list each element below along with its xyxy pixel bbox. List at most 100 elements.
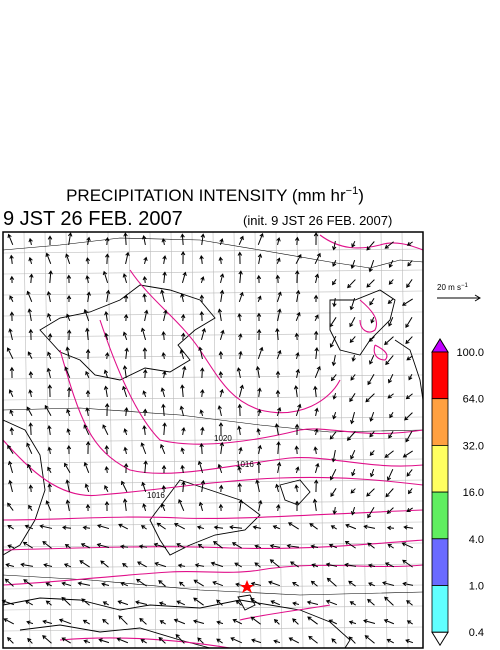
- wind-arrow: [7, 524, 14, 530]
- wind-arrow: [102, 601, 109, 606]
- wind-arrow: [200, 426, 205, 436]
- wind-arrow: [350, 411, 355, 425]
- wind-arrow: [387, 393, 394, 399]
- wind-arrow: [237, 425, 242, 436]
- wind-arrow: [275, 504, 281, 512]
- wind-arrow: [47, 235, 53, 246]
- wind-arrow: [66, 408, 71, 417]
- wind-arrow: [42, 541, 52, 549]
- wind-arrow: [122, 385, 128, 398]
- wind-arrow: [173, 618, 186, 625]
- wind-arrow: [368, 336, 375, 342]
- wind-arrow: [258, 499, 263, 512]
- wind-arrow: [230, 637, 243, 644]
- wind-arrow: [161, 351, 166, 360]
- wind-arrow: [47, 466, 52, 473]
- wind-arrow: [194, 563, 205, 568]
- wind-arrow: [256, 312, 262, 322]
- wind-arrow: [295, 351, 300, 360]
- wind-arrow: [210, 561, 224, 568]
- wind-arrow: [311, 563, 319, 568]
- wind-arrow: [288, 637, 300, 644]
- wind-arrow: [257, 346, 264, 360]
- wind-arrow: [368, 259, 375, 273]
- wind-arrow: [45, 252, 52, 265]
- wind-arrow: [387, 373, 394, 384]
- wind-arrow: [176, 543, 185, 549]
- wind-arrow: [308, 635, 318, 644]
- wind-arrow: [314, 462, 320, 474]
- wind-arrow: [140, 639, 147, 644]
- wind-arrow: [406, 241, 413, 246]
- wind-arrow: [77, 581, 91, 586]
- wind-arrow: [47, 333, 53, 341]
- wind-arrow: [61, 525, 72, 530]
- wind-arrow: [47, 384, 53, 398]
- wind-arrow: [160, 443, 166, 455]
- wind-arrow: [28, 328, 34, 341]
- wind-arrow: [219, 441, 225, 455]
- map-area: 1020 1016 1016: [1, 231, 424, 649]
- colorbar-label: 100.0: [456, 347, 484, 359]
- wind-arrow: [212, 580, 224, 587]
- wind-arrow: [66, 428, 71, 436]
- wind-arrow: [85, 370, 90, 379]
- wind-arrow: [367, 563, 376, 568]
- wind-arrow: [386, 468, 394, 481]
- wind-arrow: [200, 479, 206, 493]
- wind-arrow: [47, 424, 52, 436]
- wind-arrow: [122, 365, 128, 379]
- wind-arrow: [276, 237, 281, 246]
- grid-line: [296, 231, 304, 649]
- wind-arrow: [65, 499, 71, 512]
- wind-arrow: [331, 354, 337, 367]
- isobar-label: 1016: [147, 491, 165, 500]
- wind-arrow: [142, 347, 148, 360]
- wind-arrow: [406, 507, 413, 512]
- wind-arrow: [26, 290, 33, 303]
- wind-arrow: [141, 481, 147, 493]
- wind-arrow: [401, 298, 413, 306]
- wind-scale-text: 20 m s: [437, 283, 461, 292]
- wind-arrow: [250, 616, 261, 625]
- wind-arrow: [328, 619, 338, 625]
- wind-arrow: [294, 423, 300, 436]
- wind-arrow: [66, 445, 72, 455]
- grid-line: [317, 231, 325, 649]
- wind-arrow: [45, 600, 52, 606]
- wind-arrow: [142, 503, 147, 512]
- wind-arrow: [238, 235, 244, 246]
- wind-arrow: [5, 563, 15, 568]
- grid-line: [170, 231, 178, 649]
- wind-arrow: [105, 253, 110, 265]
- wind-arrow: [117, 600, 129, 606]
- wind-arrow: [160, 503, 166, 512]
- wind-arrow: [329, 317, 337, 328]
- wind-arrow: [348, 620, 357, 625]
- wind-arrow: [345, 523, 357, 530]
- wind-arrow: [270, 600, 281, 606]
- wind-arrow: [162, 271, 167, 284]
- wind-arrow: [369, 450, 375, 456]
- wind-arrow: [141, 235, 147, 246]
- grid-line: [2, 374, 424, 380]
- wind-arrow: [199, 409, 204, 417]
- wind-arrow: [42, 635, 52, 644]
- wind-arrow: [178, 498, 185, 512]
- wind-arrow: [7, 502, 14, 511]
- wind-scale-label: 20 m s−1: [437, 283, 469, 292]
- wind-arrow: [122, 498, 128, 512]
- wind-arrow: [329, 468, 337, 481]
- wind-arrow: [213, 540, 223, 549]
- wind-arrow: [196, 525, 205, 530]
- wind-arrow: [232, 618, 243, 625]
- wind-arrow: [331, 449, 336, 463]
- wind-arrow: [96, 542, 110, 549]
- wind-arrow: [8, 479, 13, 493]
- wind-arrow: [47, 351, 52, 360]
- wind-arrow: [175, 633, 185, 644]
- wind-arrow: [217, 463, 223, 474]
- wind-arrow: [330, 374, 337, 382]
- wind-arrow: [348, 636, 356, 644]
- wind-arrow: [122, 562, 128, 568]
